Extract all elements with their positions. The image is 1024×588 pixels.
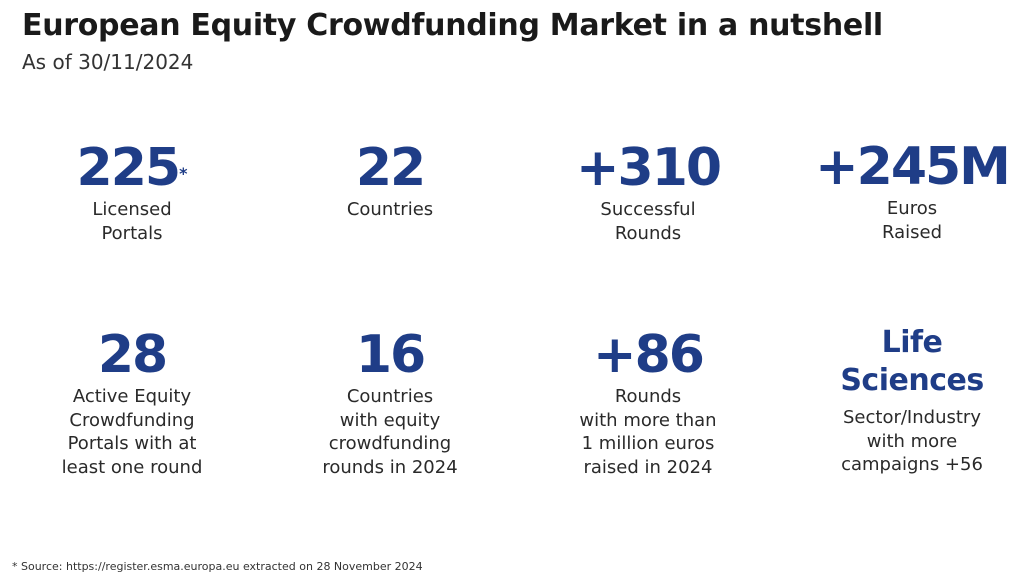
stat-label: Countries with equity crowdfunding round… [322, 386, 458, 478]
stat-top-sector: Life Sciences Sector/Industry with more … [787, 324, 1024, 477]
stat-label: Sector/Industry with more campaigns +56 [841, 407, 983, 475]
stat-countries-2024: 16 Countries with equity crowdfunding ro… [265, 325, 515, 479]
stat-label: Active Equity Crowdfunding Portals with … [61, 386, 203, 478]
stat-value: 225* [76, 138, 188, 198]
stat-licensed-portals: 225* Licensed Portals [7, 138, 257, 245]
stat-value: +310 [575, 138, 722, 198]
stat-countries: 22 Countries [265, 138, 515, 222]
stat-euros-raised: +245M Euros Raised [787, 137, 1024, 244]
footnote-marker: * [179, 164, 188, 183]
stat-label: Rounds with more than 1 million euros ra… [579, 386, 717, 478]
stat-value: +245M [815, 137, 1011, 197]
stat-label: Euros Raised [881, 198, 943, 243]
stat-active-portals: 28 Active Equity Crowdfunding Portals wi… [7, 325, 257, 479]
stat-value: 16 [355, 325, 426, 385]
stat-label: Countries [346, 199, 434, 220]
stat-label: Successful Rounds [600, 199, 696, 244]
page-title: European Equity Crowdfunding Market in a… [22, 8, 883, 43]
stat-million-rounds: +86 Rounds with more than 1 million euro… [523, 325, 773, 479]
stat-value: 22 [355, 138, 426, 198]
page-subtitle: As of 30/11/2024 [22, 50, 194, 74]
stat-value: +86 [593, 325, 705, 385]
source-footnote: * Source: https://register.esma.europa.e… [12, 560, 423, 573]
stat-label: Licensed Portals [92, 199, 172, 244]
stat-successful-rounds: +310 Successful Rounds [523, 138, 773, 245]
stat-value: 28 [97, 325, 168, 385]
stat-value: Life Sciences [840, 325, 984, 398]
